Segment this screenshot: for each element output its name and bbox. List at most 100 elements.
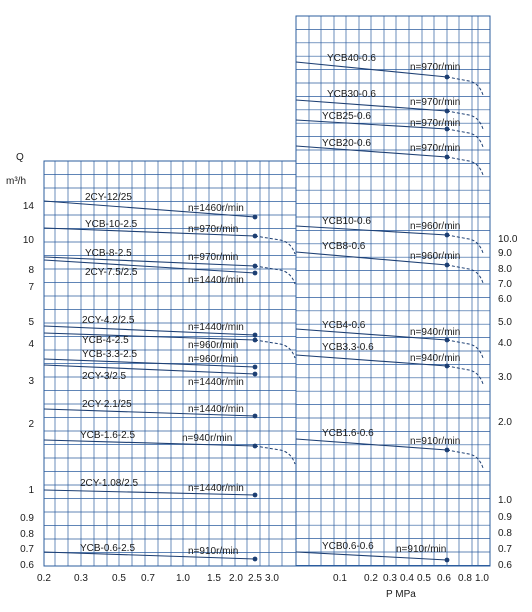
series-dash [446,128,484,148]
series-dash [446,339,484,359]
y-tick-label: 2 [28,419,34,430]
y-tick-label: 1.0 [498,495,512,506]
y-tick-label: 3 [28,376,34,387]
y-tick-label: 0.8 [20,529,34,540]
y-tick-label: 2.0 [498,417,512,428]
series-speed-label: n=970r/min [188,252,238,263]
series-speed-label: n=940r/min [410,353,460,364]
series-speed-label: n=1440r/min [188,483,244,494]
y-tick-label: 4 [28,339,34,350]
series-speed-label: n=1440r/min [188,322,244,333]
y-tick-label: 0.7 [20,544,34,555]
series-line [295,251,448,266]
series-name-label: YCB-10-2.5 [85,219,138,230]
rated-point [252,413,258,419]
x-axis-title: P MPa [386,589,416,600]
x-tick-label: 0.8 [458,573,472,584]
y-tick-label: 10 [23,235,35,246]
series-line [295,354,448,367]
series-line [295,438,448,451]
rated-point [252,492,258,498]
y-tick-label: 1 [28,485,34,496]
y-tick-label: 9.0 [498,248,512,259]
series-speed-label: n=970r/min [410,118,460,129]
series-line [43,259,256,274]
series-speed-label: n=1440r/min [188,275,244,286]
series-name-label: YCB1.6-0.6 [322,428,374,439]
series-line [43,439,256,447]
series-line [295,328,448,341]
x-tick-label: 1.0 [176,573,190,584]
series-name-label: YCB3.3-0.6 [322,342,374,353]
series-line [43,256,256,267]
x-tick-label: 0.3 [383,573,397,584]
series-speed-label: n=940r/min [182,433,232,444]
series-dash [446,449,484,469]
series-name-label: YCB10-0.6 [322,216,371,227]
y-axis-unit: m³/h [6,176,26,187]
series-name-label: 2CY-7.5/2.5 [85,267,138,278]
series-name-label: 2CY-12/25 [85,192,132,203]
series-dash [254,235,296,255]
x-tick-label: 3.0 [265,573,279,584]
x-tick-label: 2.5 [248,573,262,584]
y-tick-label: 0.9 [20,513,34,524]
series-name-label: YCB-3.3-2.5 [82,349,137,360]
series-speed-label: n=960r/min [410,221,460,232]
x-tick-label: 0.2 [364,573,378,584]
series-speed-label: n=960r/min [410,251,460,262]
series-name-label: 2CY-4.2/2.5 [82,315,135,326]
series-speed-label: n=970r/min [410,62,460,73]
series-name-label: YCB25-0.6 [322,111,371,122]
right-panel-frame [295,15,491,567]
series-line [43,551,256,560]
series-line [43,227,256,237]
y-tick-label: 3.0 [498,372,512,383]
series-line [295,119,448,130]
series-speed-label: n=910r/min [188,546,238,557]
y-tick-label: 6.0 [498,294,512,305]
series-speed-label: n=970r/min [410,143,460,154]
series-speed-label: n=960r/min [188,354,238,365]
rated-point [252,332,258,338]
series-name-label: 2CY-1.08/2.5 [80,478,138,489]
x-tick-label: 0.5 [417,573,431,584]
series-dash [446,110,484,130]
series-name-label: YCB-8-2.5 [85,248,132,259]
series-name-label: YCB0.6-0.6 [322,541,374,552]
series-dash [254,265,296,285]
series-speed-label: n=940r/min [410,327,460,338]
series-line [43,325,256,336]
y-tick-label: 10.0 [498,234,518,245]
x-tick-label: 1.5 [207,573,221,584]
series-line [43,332,256,341]
curves [43,61,484,563]
series-name-label: 2CY-3/2.5 [82,371,127,382]
series-name-label: YCB-0.6-2.5 [80,543,135,554]
series-speed-label: n=1460r/min [188,203,244,214]
series-dash [446,365,484,385]
y-tick-label: 5 [28,317,34,328]
y-tick-label: 0.8 [498,528,512,539]
rated-point [252,214,258,220]
rated-point [252,270,258,276]
series-line [43,200,256,218]
rated-point [444,557,450,563]
series-line [295,551,448,561]
rated-point [252,371,258,377]
series-name-label: YCB40-0.6 [327,53,376,64]
x-tick-label: 2.0 [229,573,243,584]
y-tick-label: 14 [23,201,35,212]
series-line [43,364,256,375]
x-tick-label: 0.7 [141,573,155,584]
series-speed-label: n=970r/min [410,97,460,108]
y-tick-label: 0.7 [498,544,512,555]
rated-point [252,556,258,562]
y-tick-label: 8 [28,265,34,276]
series-speed-label: n=910r/min [396,544,446,555]
series-line [295,99,448,112]
series-name-label: YCB4-0.6 [322,320,366,331]
x-tick-label: 1.0 [475,573,489,584]
series-dash [254,339,296,359]
